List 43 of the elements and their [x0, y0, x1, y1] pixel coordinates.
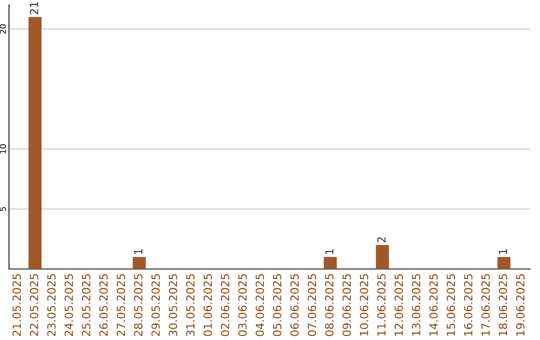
data-label: 1	[325, 249, 334, 254]
x-tick-label: 18.06.2025	[498, 274, 508, 336]
x-tick-label: 04.06.2025	[256, 274, 264, 336]
y-tick-label: 20	[0, 24, 6, 34]
x-tick-label: 09.06.2025	[342, 274, 351, 336]
x-tick-label: 19.06.2025	[516, 274, 525, 336]
x-tick-label: 30.05.2025	[168, 274, 178, 336]
x-tick-label: 13.06.2025	[412, 274, 420, 336]
x-tick-label: 08.06.2025	[325, 274, 334, 336]
bar	[497, 257, 510, 269]
y-tick-label: 10	[0, 144, 6, 154]
x-tick-label: 03.06.2025	[238, 274, 247, 336]
x-tick-label: 26.05.2025	[99, 274, 108, 336]
x-tick-label: 21.05.2025	[12, 274, 21, 336]
data-label: 21	[30, 2, 38, 14]
x-tick-label: 07.06.2025	[308, 274, 316, 336]
x-tick-label: 12.06.2025	[394, 274, 403, 336]
bar	[376, 245, 389, 269]
x-tick-label: 11.06.2025	[377, 274, 386, 336]
x-tick-label: 06.06.2025	[290, 274, 299, 336]
x-tick-label: 28.05.2025	[134, 274, 142, 336]
x-tick-label: 27.05.2025	[116, 274, 126, 336]
x-tick-label: 22.05.2025	[30, 274, 38, 336]
data-label: 1	[134, 249, 142, 254]
x-tick-label: 14.06.2025	[429, 274, 438, 336]
x-tick-label: 16.06.2025	[464, 274, 472, 336]
x-tick-label: 17.06.2025	[481, 274, 490, 336]
x-tick-label: 23.05.2025	[47, 274, 56, 336]
x-tick-label: 05.06.2025	[273, 274, 282, 336]
y-tick-label: 5	[0, 207, 6, 212]
x-tick-label: 25.05.2025	[82, 274, 90, 336]
bar	[132, 257, 146, 269]
data-label: 2	[377, 237, 386, 242]
x-tick-label: 01.06.2025	[204, 274, 212, 336]
bar	[28, 17, 42, 269]
x-tick-label: 02.06.2025	[220, 274, 230, 336]
x-tick-label: 31.05.2025	[186, 274, 195, 336]
bar	[324, 257, 337, 269]
x-tick-label: 29.05.2025	[151, 274, 160, 336]
data-label: 1	[498, 249, 508, 254]
x-tick-label: 24.05.2025	[64, 274, 74, 336]
x-tick-label: 15.06.2025	[446, 274, 456, 336]
x-tick-label: 10.06.2025	[360, 274, 368, 336]
